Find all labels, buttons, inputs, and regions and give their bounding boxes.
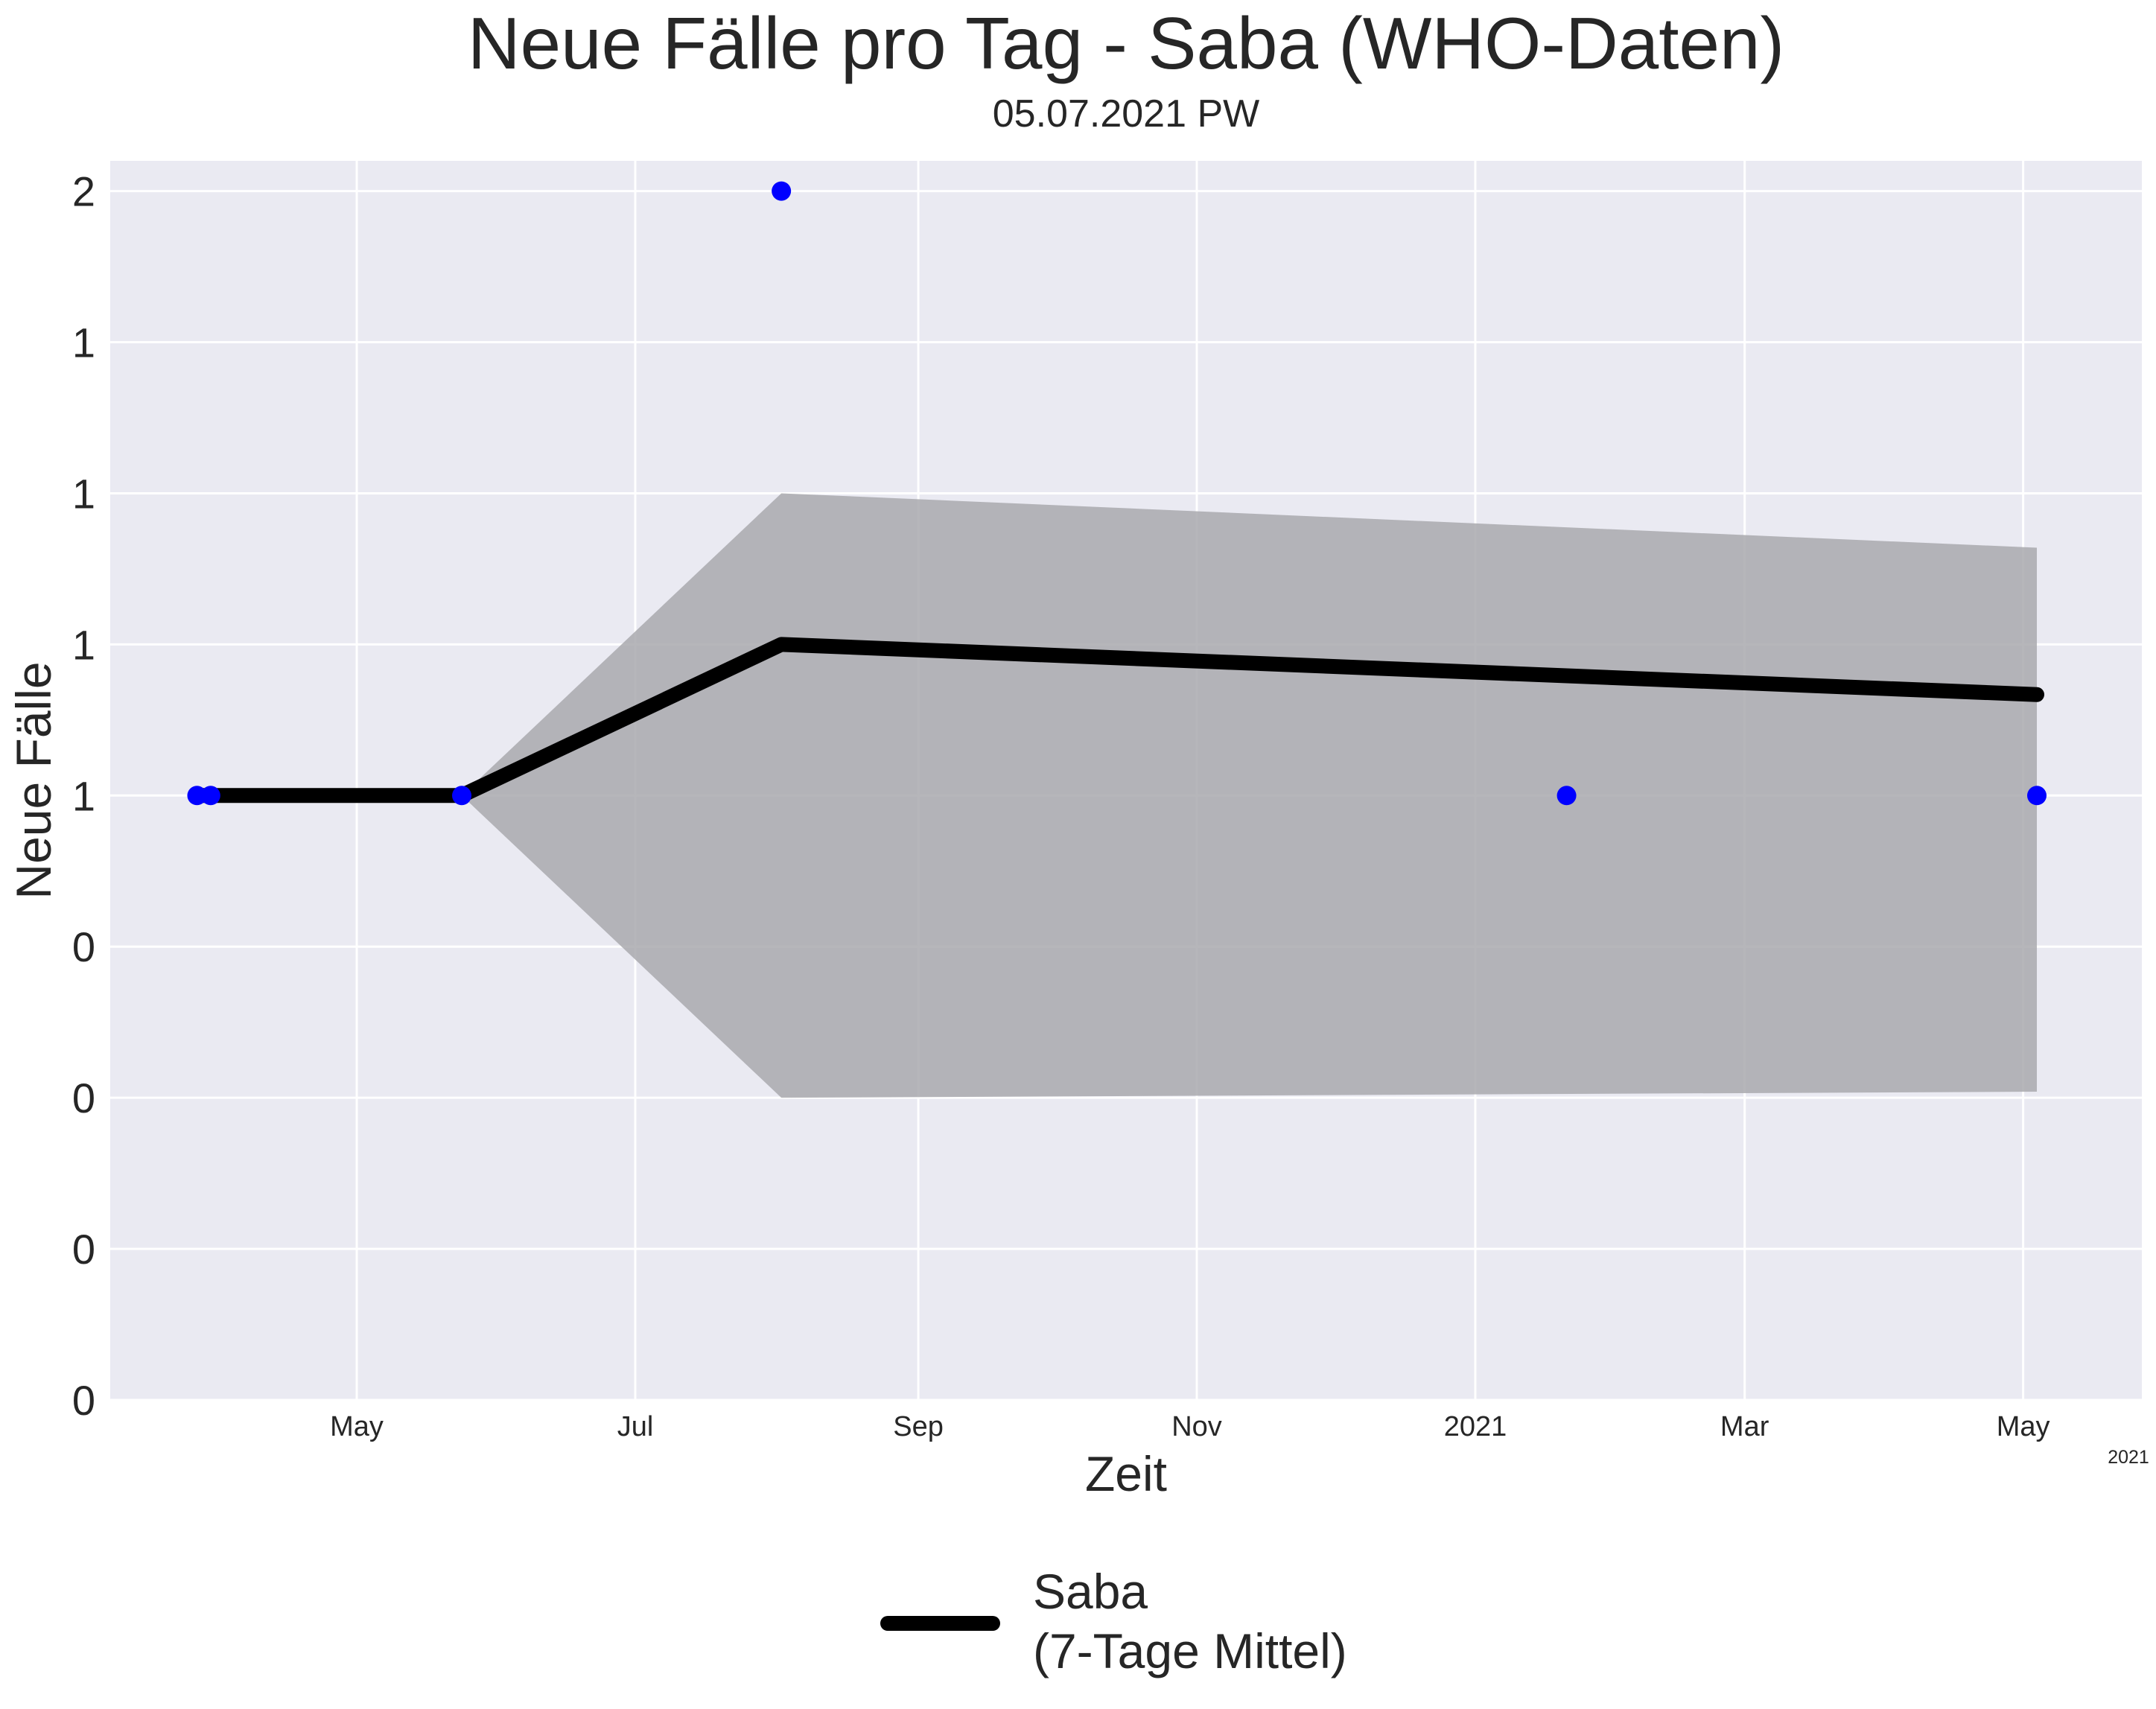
x-tick-label: Mar <box>1720 1411 1769 1442</box>
y-tick-label: 1 <box>72 319 95 366</box>
y-axis-label: Neue Fälle <box>6 661 61 899</box>
legend-label: Saba (7-Tage Mittel) <box>1033 1564 1347 1678</box>
y-tick-label: 1 <box>72 621 95 668</box>
legend: Saba (7-Tage Mittel) <box>880 1564 1347 1678</box>
y-tick-labels: 0 0 0 0 1 1 1 1 2 <box>72 168 95 1424</box>
data-point <box>772 181 792 201</box>
data-point <box>187 786 207 806</box>
x-tick-labels: May Jul Sep Nov 2021 Mar May <box>330 1411 2050 1442</box>
y-tick-label: 2 <box>72 168 95 215</box>
x-axis-label: Zeit <box>1085 1446 1167 1501</box>
y-tick-label: 0 <box>72 923 95 970</box>
y-tick-label: 0 <box>72 1377 95 1424</box>
chart-title: Neue Fälle pro Tag - Saba (WHO-Daten) <box>468 2 1784 84</box>
x-tick-label: Nov <box>1171 1411 1222 1442</box>
band-area <box>462 493 2038 1098</box>
band-layer <box>462 493 2038 1098</box>
data-point <box>1556 786 1577 806</box>
y-tick-label: 0 <box>72 1075 95 1121</box>
y-tick-label: 0 <box>72 1226 95 1273</box>
x-tick-label: Sep <box>893 1411 944 1442</box>
data-point <box>452 786 472 806</box>
scatter-layer <box>187 181 2047 806</box>
x-offset-label: 2021 <box>2108 1447 2149 1468</box>
x-tick-label: Jul <box>617 1411 654 1442</box>
x-tick-label: May <box>1997 1411 2050 1442</box>
y-tick-label: 1 <box>72 772 95 819</box>
data-point <box>200 786 220 806</box>
y-tick-label: 1 <box>72 470 95 517</box>
x-tick-label: 2021 <box>1444 1411 1507 1442</box>
x-tick-label: May <box>330 1411 384 1442</box>
chart-subtitle: 05.07.2021 PW <box>993 92 1259 136</box>
data-point <box>2027 786 2047 806</box>
